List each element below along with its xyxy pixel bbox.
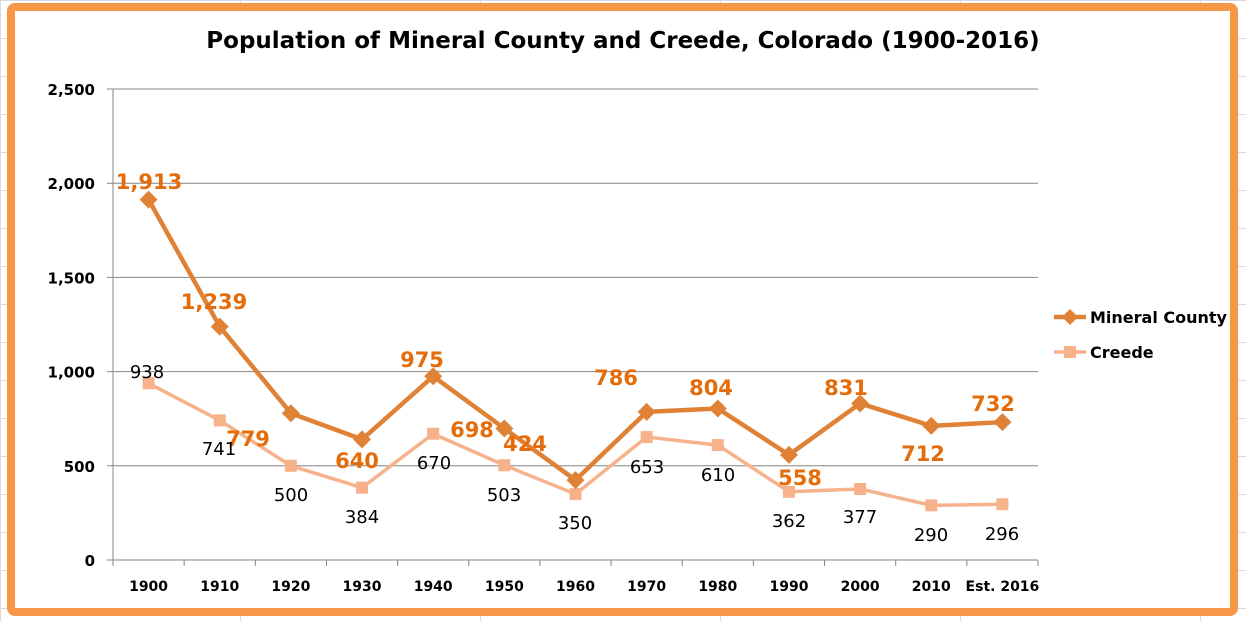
data-label: 384 [345,507,379,528]
y-tick-label: 500 [64,458,95,476]
data-point-square [284,459,297,472]
x-tick-label: 2010 [912,579,951,595]
data-label: 362 [772,511,806,532]
data-point-square [925,499,938,512]
y-tick-label: 2,500 [48,81,95,99]
data-label: 503 [487,485,521,506]
series-line-mineral-county [146,198,1003,483]
y-tick-label: 0 [85,552,95,570]
data-label: 670 [417,453,451,474]
data-point-square [711,439,724,452]
data-point-square [142,377,155,390]
data-label: 558 [778,466,822,490]
data-label: 831 [824,376,868,400]
x-tick-label: 1970 [627,579,666,595]
legend-marker-square [1064,346,1076,358]
data-label: 653 [630,457,664,478]
data-point-diamond [281,404,300,423]
data-label: 640 [335,449,379,473]
data-point-square [213,414,226,427]
legend-marker-diamond [1062,309,1078,325]
data-label: 1,239 [181,290,247,314]
data-point-diamond [779,445,798,464]
data-point-diamond [566,471,585,490]
data-label: 975 [400,348,444,372]
data-point-square [854,482,867,495]
data-label: 377 [843,507,877,528]
data-label: 1,913 [116,170,182,194]
data-point-square [996,498,1009,511]
data-label: 500 [274,485,308,506]
data-label: 779 [226,427,270,451]
x-tick-label: 1910 [200,579,239,595]
data-label: 804 [689,376,733,400]
legend-label: Creede [1090,343,1154,362]
data-point-diamond [922,416,941,435]
x-tick-label: 1960 [556,579,595,595]
data-point-diamond [424,367,443,386]
x-tick-label: 1980 [698,579,737,595]
chart-title: Population of Mineral County and Creede,… [206,28,1039,54]
x-tick-label: 1990 [769,579,808,595]
data-label: 732 [971,392,1015,416]
data-label: 350 [558,513,592,534]
data-point-square [640,430,653,443]
y-tick-label: 1,500 [48,269,95,287]
x-tick-label: 2000 [841,579,880,595]
x-tick-label: 1940 [414,579,453,595]
data-point-diamond [851,394,870,413]
data-label: 712 [901,442,945,466]
data-point-diamond [708,399,727,418]
data-label: 296 [985,524,1019,545]
data-point-square [569,488,582,501]
data-label: 290 [914,525,948,546]
y-tick-label: 1,000 [48,364,95,382]
x-tick-label: Est. 2016 [966,579,1040,595]
data-label: 610 [701,465,735,486]
x-tick-label: 1930 [343,579,382,595]
data-label: 424 [503,432,547,456]
data-label: 698 [450,418,494,442]
y-tick-label: 2,000 [48,175,95,193]
data-point-square [498,459,511,472]
data-label: 741 [202,439,236,460]
data-point-square [356,481,369,494]
data-point-diamond [139,190,158,209]
data-point-diamond [210,317,229,336]
data-point-diamond [637,402,656,421]
data-point-diamond [353,430,372,449]
data-point-square [427,427,440,440]
data-point-diamond [993,413,1012,432]
x-tick-label: 1900 [129,579,168,595]
data-label: 938 [130,362,164,383]
data-point-square [782,485,795,498]
data-label: 786 [594,366,638,390]
data-point-diamond [495,419,514,438]
x-tick-label: 1920 [271,579,310,595]
legend-label: Mineral County [1090,308,1228,327]
x-tick-label: 1950 [485,579,524,595]
